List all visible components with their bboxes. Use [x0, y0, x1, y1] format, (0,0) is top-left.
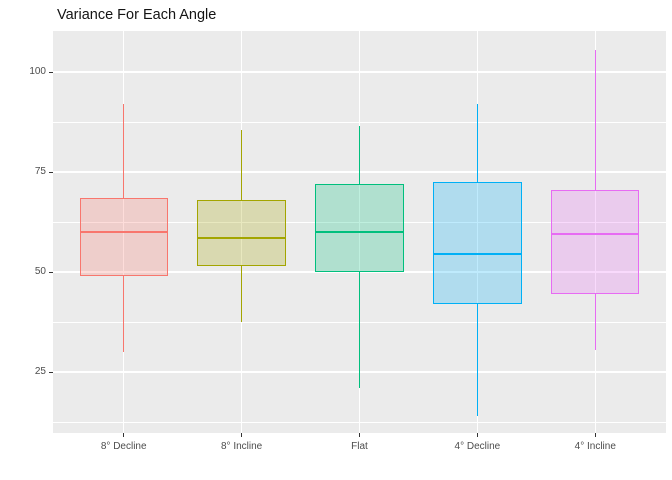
lower-whisker — [358, 272, 361, 388]
upper-whisker — [122, 104, 125, 198]
x-axis-tick-label: 8° Incline — [220, 441, 263, 452]
y-axis-tick-mark — [49, 71, 53, 73]
upper-whisker — [476, 104, 479, 182]
chart-title: Variance For Each Angle — [57, 7, 217, 23]
median-line — [315, 230, 404, 234]
lower-whisker — [594, 294, 597, 350]
x-axis-tick-label: 4° Decline — [454, 441, 501, 452]
iqr-box — [551, 190, 640, 294]
x-axis-tick-label: 4° Incline — [574, 441, 616, 452]
x-axis-tick-mark — [594, 433, 596, 437]
iqr-box — [79, 198, 168, 276]
upper-whisker — [358, 126, 361, 184]
median-line — [79, 230, 168, 234]
gridline-major-vertical — [240, 31, 243, 433]
y-axis-tick-label: 100 — [29, 66, 46, 77]
gridline-major-vertical — [594, 31, 597, 433]
x-axis-tick-mark — [359, 433, 360, 437]
lower-whisker — [122, 276, 125, 352]
median-line — [197, 236, 286, 240]
iqr-box — [197, 200, 286, 266]
lower-whisker — [476, 304, 479, 416]
y-axis-tick-label: 25 — [34, 366, 46, 377]
y-axis-tick-mark — [49, 371, 53, 373]
x-axis-tick-label: Flat — [351, 441, 368, 452]
x-axis-tick-mark — [476, 433, 478, 437]
iqr-box — [433, 182, 522, 304]
y-axis-tick-label: 75 — [34, 166, 46, 177]
x-axis-tick-label: 8° Decline — [100, 441, 147, 452]
y-axis-tick-mark — [49, 271, 53, 273]
x-axis-tick-mark — [241, 433, 243, 437]
plot-panel — [53, 31, 666, 433]
median-line — [433, 252, 522, 256]
iqr-box — [315, 184, 404, 272]
upper-whisker — [240, 130, 243, 200]
y-axis-tick-mark — [49, 171, 53, 173]
upper-whisker — [594, 50, 597, 190]
x-axis-tick-mark — [123, 433, 125, 437]
gridline-major-vertical — [476, 31, 479, 433]
y-axis-tick-label: 50 — [34, 266, 46, 277]
lower-whisker — [240, 266, 243, 322]
median-line — [551, 232, 640, 236]
